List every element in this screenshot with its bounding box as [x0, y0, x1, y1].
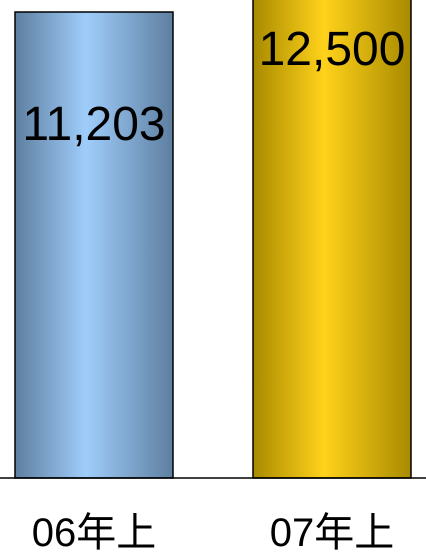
bar-06: [14, 11, 174, 479]
x-tick-label-07: 07年上: [270, 511, 395, 555]
x-tick-label-06: 06年上: [32, 511, 157, 555]
bar-07: [252, 0, 412, 479]
data-label-06: 11,203: [22, 98, 165, 151]
data-label-07: 12,500: [259, 23, 406, 76]
